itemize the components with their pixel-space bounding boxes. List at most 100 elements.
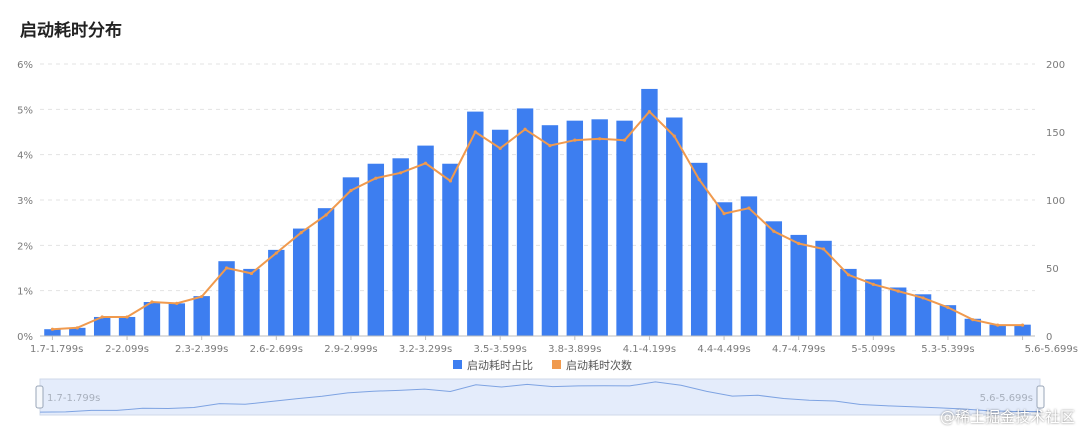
line-point[interactable] bbox=[821, 247, 826, 251]
bar[interactable] bbox=[168, 303, 186, 336]
line-point[interactable] bbox=[50, 327, 55, 331]
bar[interactable] bbox=[317, 208, 335, 336]
line-point[interactable] bbox=[1020, 323, 1025, 327]
bar[interactable] bbox=[342, 177, 360, 336]
x-tick-label: 3.2-3.299s bbox=[399, 344, 452, 355]
bar[interactable] bbox=[865, 279, 882, 336]
y-right-tick-label: 50 bbox=[1046, 264, 1059, 275]
bar[interactable] bbox=[790, 234, 807, 336]
bar[interactable] bbox=[840, 268, 857, 336]
datazoom-slider[interactable]: 1.7-1.799s 5.6-5.699s bbox=[35, 378, 1045, 416]
line-point[interactable] bbox=[946, 305, 950, 310]
bar[interactable] bbox=[442, 163, 459, 336]
line-point[interactable] bbox=[374, 176, 378, 180]
line-point[interactable] bbox=[249, 271, 254, 276]
bar[interactable] bbox=[93, 316, 111, 336]
line-point[interactable] bbox=[598, 137, 602, 141]
line-point[interactable] bbox=[573, 138, 577, 142]
line-point[interactable] bbox=[299, 231, 303, 235]
datazoom-handle-left[interactable] bbox=[35, 385, 44, 409]
line-point[interactable] bbox=[423, 161, 428, 165]
line-point[interactable] bbox=[921, 296, 925, 300]
line-point[interactable] bbox=[747, 206, 751, 210]
line-point[interactable] bbox=[548, 144, 552, 148]
legend[interactable]: 启动耗时占比 启动耗时次数 bbox=[453, 358, 632, 372]
legend-swatch-bar bbox=[453, 360, 462, 369]
bar[interactable] bbox=[541, 125, 559, 336]
bar[interactable] bbox=[69, 327, 86, 336]
line-point[interactable] bbox=[498, 146, 502, 150]
line-point[interactable] bbox=[846, 273, 851, 277]
bar[interactable] bbox=[641, 88, 658, 336]
y-left-tick-label: 0% bbox=[17, 332, 33, 343]
bar[interactable] bbox=[690, 162, 708, 336]
bar[interactable] bbox=[616, 120, 633, 337]
line-point[interactable] bbox=[448, 179, 453, 183]
bar[interactable] bbox=[516, 108, 534, 336]
bar[interactable] bbox=[666, 117, 683, 336]
line-point[interactable] bbox=[697, 178, 701, 182]
bar[interactable] bbox=[367, 163, 385, 336]
y-left-tick-label: 1% bbox=[17, 287, 33, 298]
bar[interactable] bbox=[1014, 324, 1031, 336]
line-point[interactable] bbox=[75, 326, 79, 330]
line-point[interactable] bbox=[175, 301, 179, 305]
line-point[interactable] bbox=[100, 315, 104, 319]
bar[interactable] bbox=[193, 296, 210, 336]
bar[interactable] bbox=[591, 119, 608, 336]
y-left-tick-label: 4% bbox=[17, 151, 33, 162]
bar[interactable] bbox=[989, 324, 1006, 336]
bar[interactable] bbox=[815, 240, 832, 336]
line-point[interactable] bbox=[797, 241, 801, 246]
line-point[interactable] bbox=[224, 266, 229, 270]
datazoom-start-label: 1.7-1.799s bbox=[47, 393, 100, 404]
watermark: @稀土掘金技术社区 bbox=[939, 408, 1075, 426]
line-point[interactable] bbox=[896, 289, 900, 293]
line-point[interactable] bbox=[971, 318, 975, 322]
x-tick-label: 2.3-2.399s bbox=[175, 344, 228, 355]
line-point[interactable] bbox=[647, 110, 652, 114]
bar[interactable] bbox=[914, 294, 932, 336]
bar[interactable] bbox=[243, 268, 260, 336]
bar[interactable] bbox=[715, 202, 733, 336]
bar[interactable] bbox=[566, 120, 584, 337]
datazoom-handle-right[interactable] bbox=[1036, 385, 1045, 409]
line-point[interactable] bbox=[871, 282, 875, 286]
bar[interactable] bbox=[467, 111, 484, 336]
y-axis-left: 0% 1% 2% 3% 4% 5% 6% bbox=[17, 60, 33, 343]
bar[interactable] bbox=[889, 287, 907, 336]
bar[interactable] bbox=[765, 221, 783, 336]
bar[interactable] bbox=[218, 261, 235, 336]
bar[interactable] bbox=[118, 316, 136, 336]
bar[interactable] bbox=[292, 228, 310, 336]
bar[interactable] bbox=[491, 129, 509, 336]
series-line bbox=[52, 110, 1023, 331]
line-point[interactable] bbox=[200, 294, 204, 299]
line-point[interactable] bbox=[996, 323, 1000, 327]
line-series[interactable] bbox=[50, 110, 1025, 331]
y-right-tick-label: 100 bbox=[1046, 196, 1065, 207]
y-right-tick-label: 0 bbox=[1046, 332, 1052, 343]
bar[interactable] bbox=[392, 158, 409, 336]
line-point[interactable] bbox=[722, 212, 726, 216]
line-point[interactable] bbox=[622, 138, 627, 142]
line-point[interactable] bbox=[399, 171, 403, 175]
line-point[interactable] bbox=[349, 188, 353, 193]
line-point[interactable] bbox=[324, 213, 328, 217]
line-point[interactable] bbox=[125, 315, 129, 319]
bar[interactable] bbox=[143, 302, 161, 336]
line-point[interactable] bbox=[473, 130, 477, 134]
bar[interactable] bbox=[964, 318, 982, 336]
bar[interactable] bbox=[44, 329, 61, 336]
line-point[interactable] bbox=[274, 251, 278, 255]
bar-series[interactable] bbox=[44, 88, 1031, 337]
bar[interactable] bbox=[740, 196, 758, 336]
bar[interactable] bbox=[417, 145, 434, 336]
bar[interactable] bbox=[268, 249, 285, 336]
line-point[interactable] bbox=[772, 229, 776, 233]
x-tick-label: 4.4-4.499s bbox=[697, 344, 750, 355]
line-point[interactable] bbox=[523, 127, 527, 131]
line-point[interactable] bbox=[150, 300, 154, 304]
line-point[interactable] bbox=[672, 134, 676, 138]
bar[interactable] bbox=[939, 305, 957, 336]
